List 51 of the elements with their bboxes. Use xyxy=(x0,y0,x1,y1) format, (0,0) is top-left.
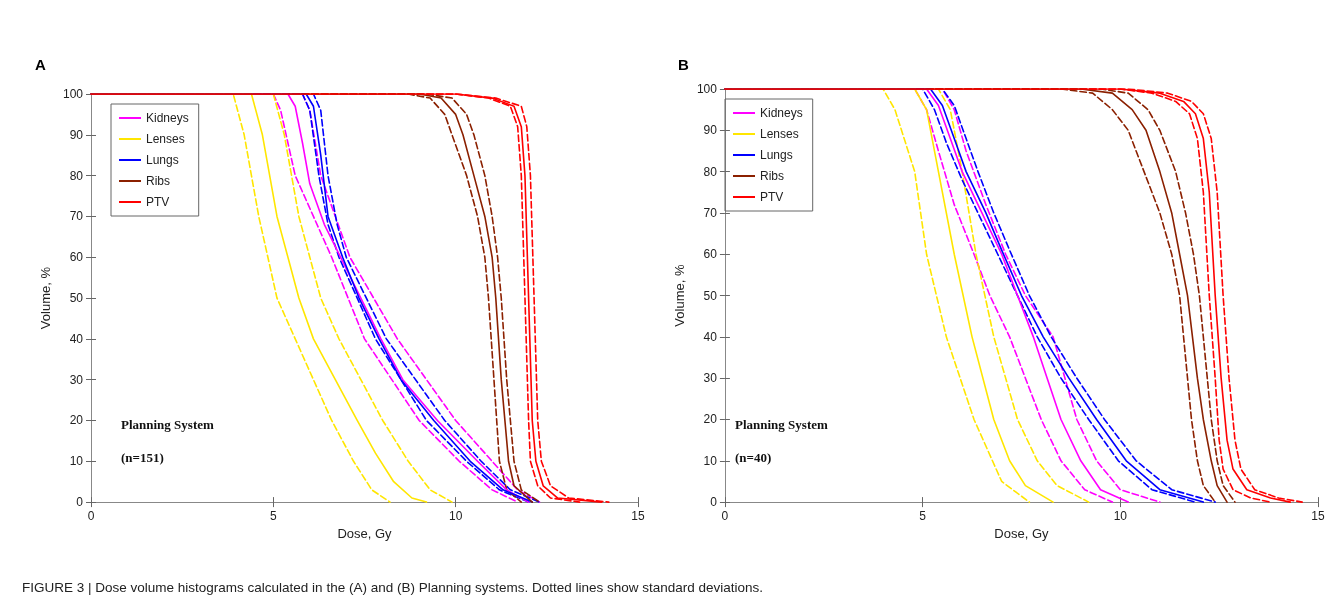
chart-title: B xyxy=(678,56,689,73)
y-axis-title: Volume, % xyxy=(672,264,687,327)
y-tick-label: 30 xyxy=(703,371,718,386)
legend-label: Kidneys xyxy=(760,106,803,120)
y-tick-label: 70 xyxy=(69,209,84,224)
annotation: (n=40) xyxy=(735,450,772,465)
chart-title: A xyxy=(35,56,46,73)
y-tick-label: 80 xyxy=(69,168,84,183)
y-tick-label: 100 xyxy=(696,82,718,96)
legend-label: Lungs xyxy=(760,148,793,162)
y-tick-label: 70 xyxy=(703,205,718,220)
legend-label: Kidneys xyxy=(146,111,189,125)
x-tick-label: 5 xyxy=(269,509,277,524)
y-tick-label: 50 xyxy=(703,288,718,303)
y-tick-label: 90 xyxy=(703,123,718,138)
x-tick-label: 0 xyxy=(87,509,95,524)
annotation: Planning System xyxy=(735,417,828,432)
y-axis-title: Volume, % xyxy=(38,266,54,330)
legend-label: Lenses xyxy=(146,132,185,146)
x-tick-label: 15 xyxy=(631,509,645,524)
x-tick-label: 5 xyxy=(919,509,927,524)
y-tick-label: 20 xyxy=(703,412,718,427)
legend-label: Lenses xyxy=(760,127,799,141)
y-tick-label: 60 xyxy=(69,250,84,265)
x-tick-label: 15 xyxy=(1311,509,1325,524)
y-tick-label: 40 xyxy=(69,331,84,346)
y-tick-label: 10 xyxy=(69,454,84,469)
y-tick-label: 30 xyxy=(69,372,84,387)
x-tick-label: 10 xyxy=(1113,509,1128,524)
x-tick-label: 0 xyxy=(721,509,729,524)
x-tick-label: 10 xyxy=(448,509,463,524)
annotation: Planning System xyxy=(121,417,214,432)
legend-label: Lungs xyxy=(146,153,179,167)
y-tick-label: 0 xyxy=(710,495,718,510)
y-tick-label: 20 xyxy=(69,413,84,428)
y-tick-label: 50 xyxy=(69,291,84,306)
y-tick-label: 60 xyxy=(703,247,718,262)
legend-label: PTV xyxy=(760,190,784,204)
y-tick-label: 90 xyxy=(69,127,84,142)
caption: FIGURE 3 | Dose volume histograms calculated in the (A) and (B) Planning systems. Dotted lines show standard deviations. xyxy=(22,580,764,595)
x-axis-title: Dose, Gy xyxy=(994,526,1050,541)
y-tick-label: 10 xyxy=(703,453,718,468)
legend-label: Ribs xyxy=(760,169,785,183)
legend-label: PTV xyxy=(146,195,170,209)
y-tick-label: 100 xyxy=(62,87,84,101)
y-tick-label: 40 xyxy=(703,329,718,344)
y-tick-label: 80 xyxy=(703,164,718,179)
y-tick-label: 0 xyxy=(76,495,84,510)
x-axis-title: Dose, Gy xyxy=(337,526,393,541)
annotation: (n=151) xyxy=(121,450,164,465)
legend-label: Ribs xyxy=(146,174,171,188)
